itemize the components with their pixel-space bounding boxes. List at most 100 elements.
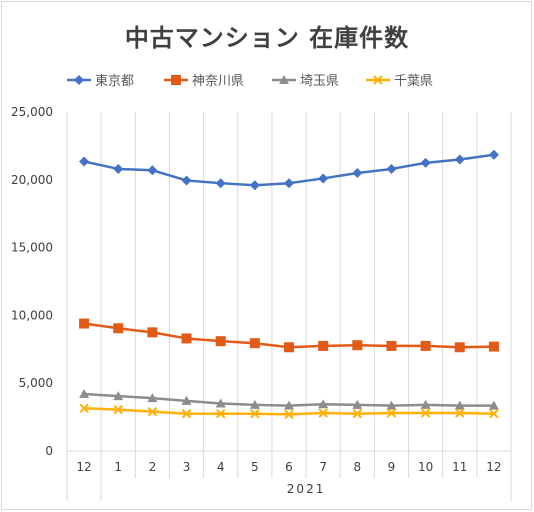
data-point [373, 75, 383, 85]
data-point [249, 338, 260, 349]
data-point [147, 406, 158, 417]
x-tick-label: 2 [149, 460, 157, 474]
x-tick-label: 9 [388, 460, 396, 474]
data-point [215, 398, 226, 408]
data-point [386, 400, 397, 410]
data-point [454, 342, 465, 353]
x-tick-label: 6 [285, 460, 293, 474]
legend-label: 東京都 [95, 73, 134, 89]
data-point [113, 163, 124, 174]
data-point [352, 409, 363, 419]
data-point [279, 75, 289, 84]
y-tick-label: 20,000 [11, 173, 53, 187]
y-tick-label: 15,000 [11, 241, 53, 255]
plot-area [79, 149, 499, 420]
data-point-stroke [147, 406, 158, 417]
data-point [352, 399, 363, 409]
data-point [147, 165, 158, 176]
data-point [171, 75, 181, 85]
data-point [318, 173, 329, 184]
data-point [489, 409, 499, 419]
y-tick-label: 5,000 [19, 376, 53, 390]
data-point-stroke [489, 409, 499, 419]
data-point-stroke [113, 404, 123, 415]
chart-title: 中古マンション 在庫件数 [125, 24, 409, 52]
legend-item: 千葉県 [366, 74, 433, 89]
data-point-stroke [318, 408, 328, 418]
data-point-stroke [455, 408, 465, 418]
x-tick-label: 5 [251, 460, 259, 474]
y-tick-label: 25,000 [11, 105, 53, 119]
series-square [79, 318, 499, 353]
legend-label: 千葉県 [394, 74, 433, 89]
data-point-stroke [215, 409, 226, 419]
data-point [113, 404, 123, 415]
year-label: 2021 [287, 482, 326, 496]
data-point [181, 333, 192, 344]
data-point [420, 340, 431, 351]
data-point [181, 395, 192, 405]
series-triangle [79, 389, 499, 410]
data-point [215, 178, 226, 189]
data-point [386, 408, 397, 418]
data-point [352, 340, 363, 351]
legend-label: 神奈川県 [192, 74, 244, 89]
data-point [420, 408, 431, 418]
data-point [249, 180, 260, 191]
data-point-stroke [79, 403, 89, 413]
x-tick-label: 11 [452, 460, 467, 474]
x-tick-label: 1 [114, 460, 122, 474]
data-point [284, 342, 294, 353]
data-point-stroke [373, 75, 383, 85]
data-point-stroke [250, 409, 260, 419]
data-point [147, 393, 158, 403]
data-point [455, 408, 465, 418]
legend-item: 神奈川県 [164, 74, 244, 89]
x-tick-label: 3 [183, 460, 191, 474]
x-axis: 12 1 2 3 4 5 6 7 8 9 10 11 12 [66, 451, 512, 501]
data-point-stroke [386, 408, 397, 418]
x-tick-label: 12 [486, 460, 501, 474]
y-tick-label: 0 [45, 444, 53, 458]
data-point [454, 154, 465, 165]
data-point-stroke [352, 409, 363, 419]
y-axis: 0 5,000 10,000 15,000 20,000 25,000 [11, 105, 53, 458]
x-tick-label: 7 [319, 460, 327, 474]
x-tick-label: 4 [217, 460, 225, 474]
data-point [284, 178, 294, 189]
data-point [386, 340, 397, 351]
data-point [113, 391, 124, 401]
data-point [79, 318, 90, 329]
x-tick-label: 10 [418, 460, 433, 474]
data-point [318, 340, 329, 351]
data-point [249, 399, 260, 409]
data-point-stroke [284, 409, 294, 420]
data-point [488, 341, 499, 352]
data-point-stroke [181, 409, 192, 419]
data-point [488, 149, 499, 160]
data-point [488, 400, 499, 410]
data-point [386, 163, 397, 174]
data-point [420, 399, 431, 409]
legend-label: 埼玉県 [300, 74, 339, 89]
data-point [284, 400, 294, 410]
data-point [79, 389, 90, 399]
data-point [284, 409, 294, 420]
data-point [79, 156, 90, 167]
data-point [352, 168, 363, 179]
data-point [250, 409, 260, 419]
series-diamond [79, 149, 499, 191]
legend-item: 東京都 [67, 73, 134, 89]
data-point [420, 157, 431, 168]
data-point [79, 403, 89, 413]
x-tick-label: 8 [353, 460, 361, 474]
grid [66, 112, 512, 452]
data-point [181, 409, 192, 419]
data-point [318, 399, 329, 409]
data-point [181, 175, 192, 186]
data-point [318, 408, 328, 418]
data-point [147, 327, 158, 338]
series-x [79, 403, 499, 420]
